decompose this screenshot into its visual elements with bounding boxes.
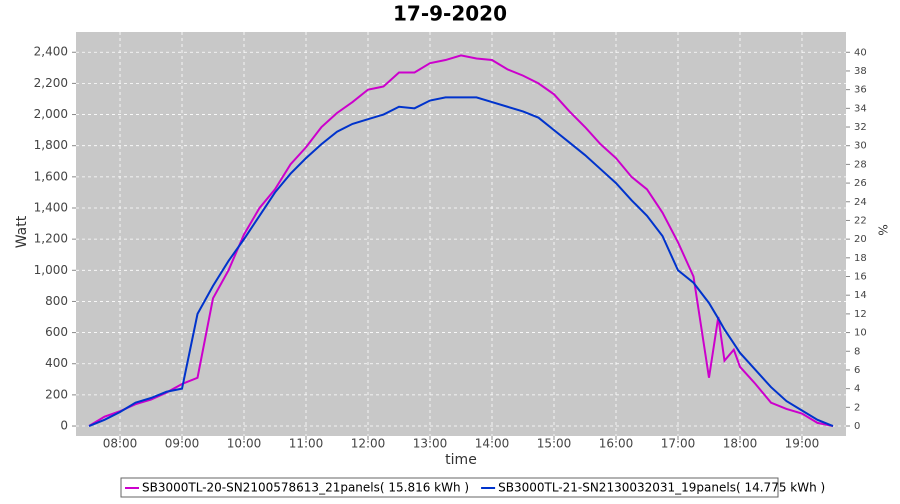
y2-tick-label: 26 [854,178,867,189]
y2-tick-label: 24 [854,197,867,208]
y2-tick-label: 8 [854,346,860,357]
x-tick-label: 11:00 [289,437,324,451]
y2-tick-label: 10 [854,328,867,339]
y2-tick-label: 40 [854,47,867,58]
y-tick-label: 1,400 [34,200,68,214]
y-tick-label: 0 [60,419,68,433]
y-tick-label: 2,000 [34,107,68,121]
x-tick-label: 09:00 [165,437,200,451]
y2-tick-label: 12 [854,309,867,320]
y-axis-label: Watt [14,215,30,248]
y2-tick-label: 18 [854,253,867,264]
x-tick-label: 14:00 [475,437,510,451]
y-tick-label: 800 [45,294,68,308]
y-tick-label: 600 [45,325,68,339]
x-tick-label: 12:00 [351,437,386,451]
y2-axis-label: % [876,224,890,235]
y2-tick-label: 6 [854,365,860,376]
y-tick-label: 400 [45,356,68,370]
y-tick-label: 1,000 [34,263,68,277]
y2-tick-label: 30 [854,141,867,152]
y-tick-label: 1,200 [34,232,68,246]
chart-title: 17-9-2020 [393,2,507,26]
y2-tick-label: 34 [854,103,867,114]
series-line [88,96,834,427]
y-tick-label: 1,600 [34,169,68,183]
x-axis-label: time [445,452,477,468]
y-tick-label: 1,800 [34,138,68,152]
x-tick-label: 17:00 [661,437,696,451]
y2-tick-label: 4 [854,384,860,395]
legend-label: SB3000TL-21-SN2130032031_19panels( 14.77… [498,481,825,495]
x-tick-label: 13:00 [413,437,448,451]
y2-tick-label: 14 [854,290,867,301]
y-tick-label: 200 [45,387,68,401]
y2-tick-label: 0 [854,421,860,432]
y-tick-label: 2,200 [34,76,68,90]
x-tick-label: 10:00 [227,437,262,451]
plot-area [76,32,846,436]
x-tick-label: 08:00 [103,437,138,451]
y2-tick-label: 32 [854,122,867,133]
x-tick-label: 18:00 [723,437,758,451]
y2-tick-label: 16 [854,272,867,283]
x-tick-label: 19:00 [785,437,820,451]
y2-tick-label: 28 [854,159,867,170]
y2-tick-label: 2 [854,402,860,413]
y2-tick-label: 36 [854,85,867,96]
y2-tick-label: 20 [854,234,867,245]
series-line [88,54,834,428]
y-tick-label: 2,400 [34,45,68,59]
y2-tick-label: 38 [854,66,867,77]
x-tick-label: 16:00 [599,437,634,451]
legend-label: SB3000TL-20-SN2100578613_21panels( 15.81… [142,481,469,495]
x-tick-label: 15:00 [537,437,572,451]
legend [120,477,779,498]
y2-tick-label: 22 [854,215,867,226]
